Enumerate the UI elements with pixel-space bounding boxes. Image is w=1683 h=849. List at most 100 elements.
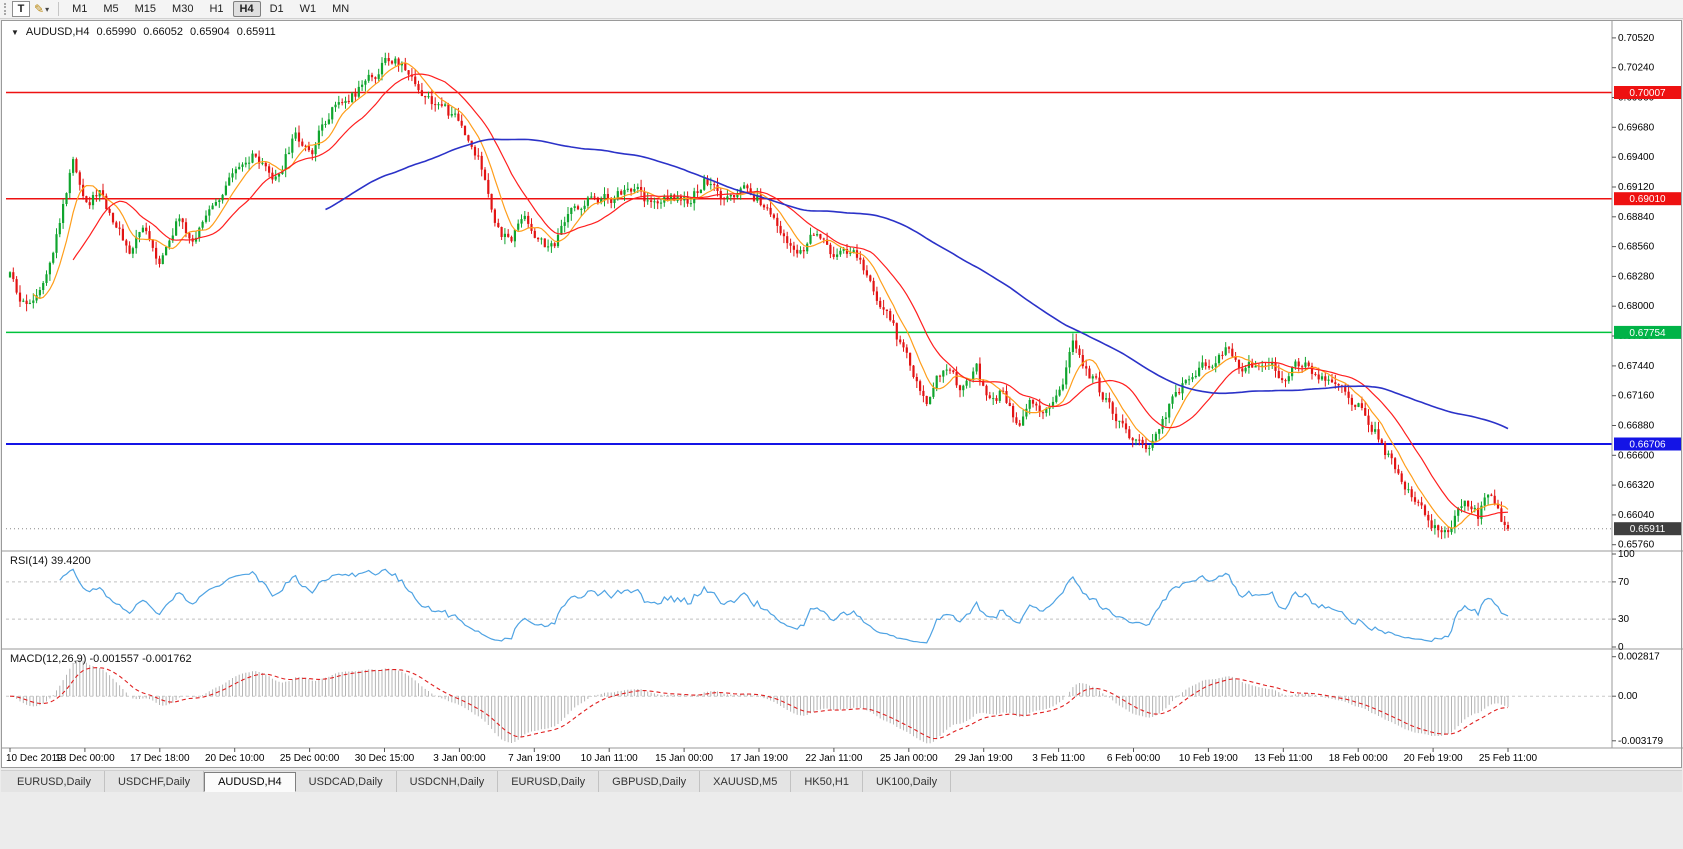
timeframe-button-group: M1 M5 M15 M30 H1 H4 D1 W1 MN	[64, 1, 357, 17]
chart-symbol-header: ▼ AUDUSD,H4 0.65990 0.66052 0.65904 0.65…	[11, 26, 276, 38]
svg-text:10 Jan 11:00: 10 Jan 11:00	[581, 753, 639, 764]
svg-text:0.65911: 0.65911	[1630, 524, 1666, 535]
timeframe-button-h4[interactable]: H4	[232, 1, 261, 17]
draw-tool-button[interactable]: ✎ ▾	[30, 1, 53, 17]
svg-text:0.70240: 0.70240	[1618, 63, 1655, 74]
tab-audusd-h4[interactable]: AUDUSD,H4	[204, 772, 296, 792]
svg-text:0.67440: 0.67440	[1618, 361, 1655, 372]
timeframe-button-m15[interactable]: M15	[134, 3, 157, 15]
svg-text:0.69120: 0.69120	[1618, 182, 1655, 193]
tab-eurusd-daily[interactable]: EURUSD,Daily	[4, 771, 105, 792]
svg-text:29 Jan 19:00: 29 Jan 19:00	[955, 753, 1013, 764]
svg-text:0.67754: 0.67754	[1629, 328, 1666, 339]
svg-text:0.70520: 0.70520	[1618, 33, 1655, 44]
text-tool-icon: T	[17, 3, 25, 15]
rsi-panel: 100 70 30 0	[6, 549, 1635, 653]
svg-text:10 Dec 2019: 10 Dec 2019	[6, 753, 63, 764]
rsi-line	[59, 568, 1509, 644]
svg-text:0.65760: 0.65760	[1618, 540, 1655, 551]
svg-text:17 Jan 19:00: 17 Jan 19:00	[730, 753, 788, 764]
svg-text:0.66880: 0.66880	[1618, 421, 1655, 432]
ohlc-high: 0.66052	[143, 26, 184, 38]
tab-xauusd-m5[interactable]: XAUUSD,M5	[700, 771, 792, 792]
svg-text:0.66040: 0.66040	[1618, 510, 1655, 521]
tab-hk50-h1[interactable]: HK50,H1	[791, 771, 863, 792]
svg-text:30 Dec 15:00: 30 Dec 15:00	[355, 753, 415, 764]
ma-fast	[32, 62, 1509, 529]
chart-tab-bar: EURUSD,Daily USDCHF,Daily AUDUSD,H4 USDCAD,…	[1, 770, 1682, 792]
timeframe-button-m30[interactable]: M30	[172, 3, 194, 15]
svg-text:0.69400: 0.69400	[1618, 152, 1655, 163]
window-background	[0, 793, 1683, 849]
svg-text:0.68840: 0.68840	[1618, 212, 1655, 223]
candlestick-series	[8, 52, 1510, 540]
toolbar-grip-handle[interactable]	[4, 3, 8, 15]
toolbar-separator	[58, 2, 60, 16]
tab-eurusd-daily[interactable]: EURUSD,Daily	[498, 771, 600, 792]
timeframe-button-m1[interactable]: M1	[72, 3, 88, 15]
svg-text:20 Dec 10:00: 20 Dec 10:00	[205, 753, 265, 764]
svg-text:13 Dec 00:00: 13 Dec 00:00	[55, 753, 115, 764]
svg-text:0.66320: 0.66320	[1618, 480, 1655, 491]
chart-area[interactable]: 100 70 30 0 0.002817 0.00 -0.003179 0.70520 0.70…	[2, 21, 1683, 767]
svg-text:13 Feb 11:00: 13 Feb 11:00	[1254, 753, 1313, 764]
svg-text:0.68280: 0.68280	[1618, 271, 1655, 282]
svg-text:0.68560: 0.68560	[1618, 242, 1655, 253]
svg-text:7 Jan 19:00: 7 Jan 19:00	[508, 753, 561, 764]
tab-gbpusd-daily[interactable]: GBPUSD,Daily	[599, 771, 701, 792]
macd-panel: 0.002817 0.00 -0.003179	[6, 652, 1663, 747]
timeframe-button-h1[interactable]: H1	[209, 3, 224, 15]
symbol-timeframe-label: AUDUSD,H4	[25, 26, 90, 38]
svg-text:15 Jan 00:00: 15 Jan 00:00	[655, 753, 713, 764]
svg-text:0.69010: 0.69010	[1629, 194, 1666, 205]
svg-text:0.00: 0.00	[1618, 691, 1638, 702]
svg-text:3 Feb 11:00: 3 Feb 11:00	[1032, 753, 1085, 764]
timeframe-button-w1[interactable]: W1	[299, 3, 317, 15]
svg-text:0.66600: 0.66600	[1618, 450, 1655, 461]
ohlc-low: 0.65904	[190, 26, 230, 38]
ma-medium	[72, 73, 1509, 518]
moving-average-lines	[32, 62, 1509, 529]
pencil-icon: ✎	[34, 2, 45, 16]
svg-text:6 Feb 00:00: 6 Feb 00:00	[1107, 753, 1161, 764]
svg-text:0.70007: 0.70007	[1629, 88, 1666, 99]
svg-text:0.67160: 0.67160	[1618, 391, 1655, 402]
tab-usdchf-daily[interactable]: USDCHF,Daily	[105, 771, 205, 792]
svg-text:-0.003179: -0.003179	[1618, 736, 1663, 747]
svg-text:18 Feb 00:00: 18 Feb 00:00	[1329, 753, 1388, 764]
ma-slow	[325, 138, 1509, 430]
ohlc-close: 0.65911	[236, 26, 276, 38]
timeframe-button-m5[interactable]: M5	[103, 3, 119, 15]
chart-window[interactable]: 100 70 30 0 0.002817 0.00 -0.003179 0.70520 0.70…	[1, 20, 1683, 768]
svg-text:100: 100	[1618, 549, 1635, 560]
svg-text:0.68000: 0.68000	[1618, 301, 1655, 312]
svg-text:25 Feb 11:00: 25 Feb 11:00	[1479, 753, 1538, 764]
timeframe-button-d1[interactable]: D1	[269, 3, 284, 15]
rsi-indicator-label: RSI(14) 39.4200	[10, 555, 91, 567]
timeframe-button-mn[interactable]: MN	[332, 3, 350, 15]
svg-text:30: 30	[1618, 614, 1630, 625]
price-scale[interactable]: 0.705200.702400.699600.696800.694000.691…	[1612, 33, 1681, 551]
horizontal-lines[interactable]	[6, 91, 1612, 445]
svg-text:22 Jan 11:00: 22 Jan 11:00	[805, 753, 863, 764]
tab-uk100-daily[interactable]: UK100,Daily	[863, 771, 952, 792]
macd-indicator-label: MACD(12,26,9) -0.001557 -0.001762	[10, 653, 192, 665]
text-tool-button[interactable]: T	[12, 1, 30, 17]
svg-text:0.66706: 0.66706	[1629, 440, 1666, 451]
macd-signal-line	[9, 667, 1509, 740]
tab-usdcnh-daily[interactable]: USDCNH,Daily	[397, 771, 499, 792]
svg-text:0.002817: 0.002817	[1618, 652, 1660, 663]
svg-text:0.69680: 0.69680	[1618, 122, 1655, 133]
svg-text:0: 0	[1618, 642, 1624, 653]
top-toolbar: T ✎ ▾ M1 M5 M15 M30 H1 H4 D1 W1 MN	[0, 0, 1683, 19]
svg-text:10 Feb 19:00: 10 Feb 19:00	[1179, 753, 1238, 764]
tab-usdcad-daily[interactable]: USDCAD,Daily	[296, 771, 397, 792]
current-price-badge	[1614, 522, 1681, 536]
chevron-down-icon: ▾	[45, 4, 50, 14]
collapse-triangle-icon[interactable]: ▼	[11, 27, 19, 37]
svg-text:25 Jan 00:00: 25 Jan 00:00	[880, 753, 938, 764]
ohlc-open: 0.65990	[96, 26, 137, 38]
svg-text:20 Feb 19:00: 20 Feb 19:00	[1404, 753, 1463, 764]
